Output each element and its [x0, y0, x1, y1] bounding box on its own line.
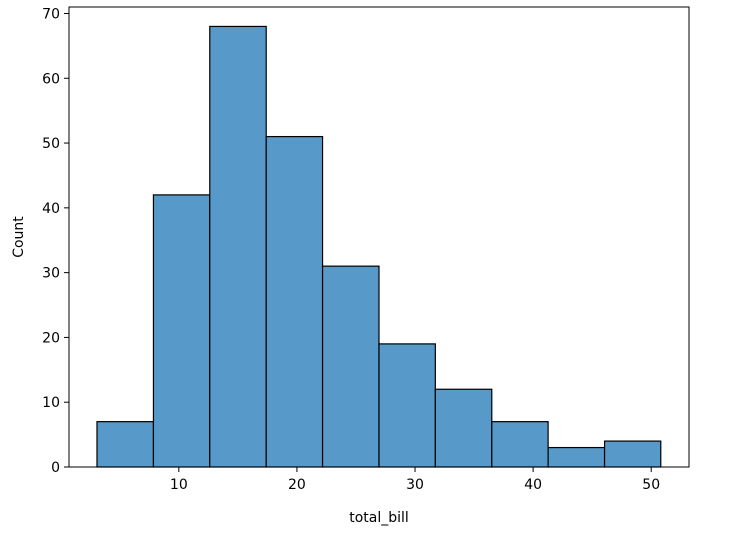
- x-tick-label: 50: [642, 477, 660, 493]
- y-tick-label: 50: [42, 136, 60, 152]
- y-tick-label: 20: [42, 330, 60, 346]
- y-tick-label: 0: [51, 460, 60, 476]
- histogram-bar: [96, 421, 155, 468]
- x-tick-label: 20: [288, 477, 306, 493]
- y-axis-label: Count: [11, 216, 27, 258]
- x-tick-label: 30: [406, 477, 424, 493]
- bars-group: [96, 25, 662, 468]
- histogram-bar: [434, 388, 493, 468]
- y-tick-label: 70: [42, 6, 60, 22]
- x-axis-label: total_bill: [349, 510, 409, 526]
- histogram-bar: [378, 343, 436, 468]
- y-tick-label: 40: [42, 201, 60, 217]
- histogram-bar: [603, 440, 662, 468]
- histogram-bar: [152, 194, 211, 468]
- histogram-bar: [209, 25, 267, 468]
- y-tick-label: 10: [42, 395, 60, 411]
- histogram-bar: [547, 446, 606, 468]
- plot-frame: [68, 6, 690, 468]
- x-tick-label: 40: [524, 477, 542, 493]
- histogram-bar: [491, 421, 549, 468]
- y-axis-ticks: 0 10 20 30 40 50 60 70: [42, 6, 69, 476]
- x-tick-label: 10: [170, 477, 188, 493]
- histogram-bar: [321, 265, 380, 468]
- y-tick-label: 30: [42, 266, 60, 282]
- x-axis-ticks: 10 20 30 40 50: [170, 467, 660, 493]
- histogram-bar: [265, 135, 324, 468]
- y-tick-label: 60: [42, 71, 60, 87]
